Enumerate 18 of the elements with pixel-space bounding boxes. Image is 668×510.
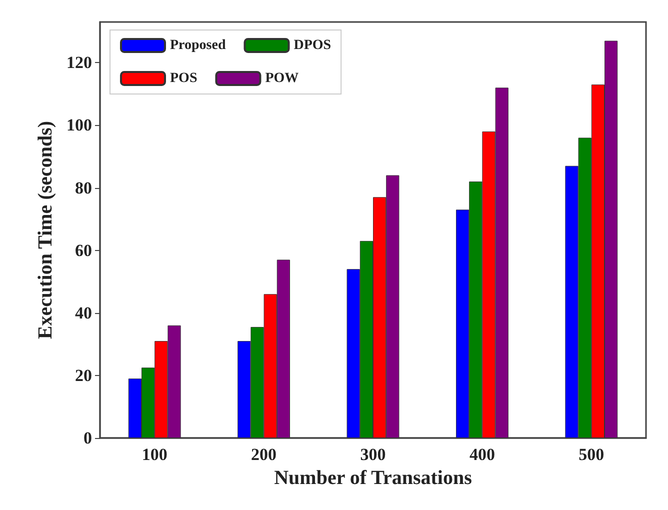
x-tick-label: 400 [469, 445, 495, 464]
x-tick-label: 200 [251, 445, 277, 464]
legend-label: Proposed [170, 38, 226, 53]
y-tick-label: 80 [75, 178, 92, 198]
legend-label: POW [265, 71, 299, 86]
y-tick-label: 120 [66, 53, 92, 72]
y-tick-label: 60 [75, 240, 92, 260]
legend-label: POS [170, 71, 198, 86]
y-tick-label: 0 [84, 428, 92, 448]
x-tick-label: 100 [142, 445, 168, 464]
x-tick-label: 300 [360, 445, 386, 464]
y-tick-label: 100 [66, 116, 92, 135]
legend-label: DPOS [294, 38, 332, 53]
y-axis-title: Execution Time (seconds) [34, 120, 57, 340]
x-tick-label: 500 [578, 445, 604, 464]
x-axis-title: Number of Transations [274, 466, 472, 489]
y-tick-label: 40 [75, 303, 92, 322]
y-tick-label: 20 [75, 366, 92, 385]
